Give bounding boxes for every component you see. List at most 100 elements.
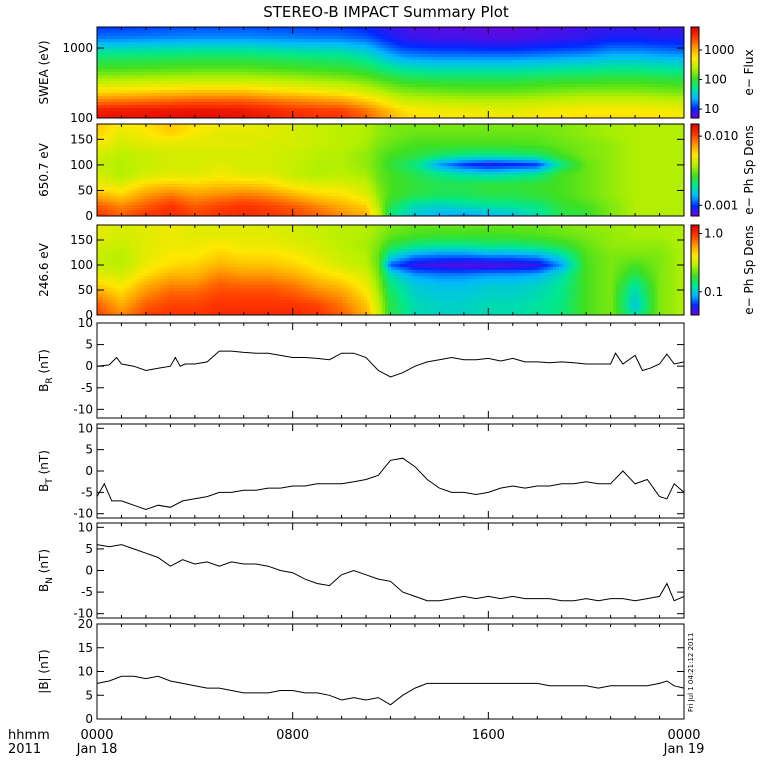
heatmap-cell: [577, 33, 581, 37]
heatmap-cell: [316, 75, 320, 79]
heatmap-cell: [328, 45, 332, 49]
heatmap-cell: [664, 72, 668, 76]
heatmap-cell: [181, 33, 185, 37]
heatmap-cell: [511, 39, 515, 43]
heatmap-cell: [187, 90, 191, 94]
heatmap-cell: [583, 45, 587, 49]
heatmap-cell: [346, 42, 350, 46]
heatmap-cell: [661, 99, 665, 103]
heatmap-cell: [409, 63, 413, 67]
heatmap-cell: [424, 60, 428, 64]
heatmap-cell: [247, 69, 251, 73]
heatmap-cell: [502, 69, 506, 73]
heatmap-cell: [544, 87, 548, 91]
heatmap-cell: [352, 69, 356, 73]
heatmap-cell: [643, 33, 647, 37]
heatmap-cell: [367, 39, 371, 43]
heatmap-cell: [574, 57, 578, 61]
heatmap-cell: [586, 48, 590, 52]
heatmap-cell: [469, 48, 473, 52]
heatmap-cell: [655, 54, 659, 58]
heatmap-cell: [658, 36, 662, 40]
heatmap-cell: [271, 39, 275, 43]
heatmap-cell: [514, 48, 518, 52]
heatmap-cell: [322, 45, 326, 49]
heatmap-cell: [250, 57, 254, 61]
heatmap-cell: [304, 75, 308, 79]
heatmap-cell: [562, 75, 566, 79]
heatmap-cell: [592, 57, 596, 61]
heatmap-cell: [121, 81, 125, 85]
heatmap-cell: [601, 87, 605, 91]
heatmap-cell: [319, 93, 323, 97]
heatmap-cell: [376, 36, 380, 40]
heatmap-cell: [412, 66, 416, 70]
heatmap-cell: [328, 90, 332, 94]
heatmap-cell: [139, 72, 143, 76]
heatmap-cell: [667, 93, 671, 97]
heatmap-cell: [343, 66, 347, 70]
heatmap-cell: [148, 36, 152, 40]
heatmap-cell: [592, 27, 596, 31]
heatmap-cell: [511, 69, 515, 73]
heatmap-cell: [571, 57, 575, 61]
heatmap-cell: [106, 96, 110, 100]
heatmap-cell: [391, 66, 395, 70]
heatmap-cell: [652, 63, 656, 67]
heatmap-cell: [613, 45, 617, 49]
heatmap-cell: [580, 51, 584, 55]
heatmap-cell: [529, 57, 533, 61]
heatmap-cell: [544, 54, 548, 58]
heatmap-cell: [118, 87, 122, 91]
heatmap-cell: [475, 81, 479, 85]
heatmap-cell: [370, 45, 374, 49]
heatmap-cell: [469, 81, 473, 85]
heatmap-cell: [475, 99, 479, 103]
heatmap-cell: [283, 30, 287, 34]
heatmap-cell: [547, 57, 551, 61]
heatmap-cell: [157, 78, 161, 82]
heatmap-cell: [493, 81, 497, 85]
heatmap-cell: [262, 72, 266, 76]
heatmap-cell: [283, 57, 287, 61]
heatmap-cell: [580, 30, 584, 34]
heatmap-cell: [187, 84, 191, 88]
heatmap-cell: [169, 57, 173, 61]
heatmap-cell: [340, 99, 344, 103]
heatmap-cell: [409, 81, 413, 85]
heatmap-cell: [247, 102, 251, 106]
heatmap-cell: [289, 66, 293, 70]
heatmap-cell: [277, 81, 281, 85]
heatmap-cell: [187, 99, 191, 103]
heatmap-cell: [304, 33, 308, 37]
heatmap-cell: [433, 99, 437, 103]
heatmap-cell: [325, 51, 329, 55]
heatmap-cell: [184, 93, 188, 97]
heatmap-cell: [298, 54, 302, 58]
heatmap-cell: [676, 60, 680, 64]
heatmap-cell: [289, 63, 293, 67]
heatmap-cell: [376, 30, 380, 34]
heatmap-cell: [172, 30, 176, 34]
heatmap-cell: [478, 45, 482, 49]
heatmap-cell: [601, 48, 605, 52]
heatmap-cell: [490, 93, 494, 97]
heatmap-cell: [355, 33, 359, 37]
heatmap-cell: [352, 87, 356, 91]
heatmap-cell: [565, 54, 569, 58]
heatmap-cell: [166, 93, 170, 97]
heatmap-cell: [484, 45, 488, 49]
heatmap-cell: [415, 63, 419, 67]
heatmap-cell: [199, 81, 203, 85]
heatmap-cell: [646, 93, 650, 97]
heatmap-cell: [205, 81, 209, 85]
heatmap-cell: [622, 54, 626, 58]
heatmap-cell: [484, 81, 488, 85]
heatmap-cell: [199, 36, 203, 40]
heatmap-cell: [505, 78, 509, 82]
heatmap-cell: [406, 81, 410, 85]
heatmap-cell: [535, 69, 539, 73]
heatmap-cell: [667, 78, 671, 82]
heatmap-cell: [511, 75, 515, 79]
heatmap-cell: [466, 39, 470, 43]
